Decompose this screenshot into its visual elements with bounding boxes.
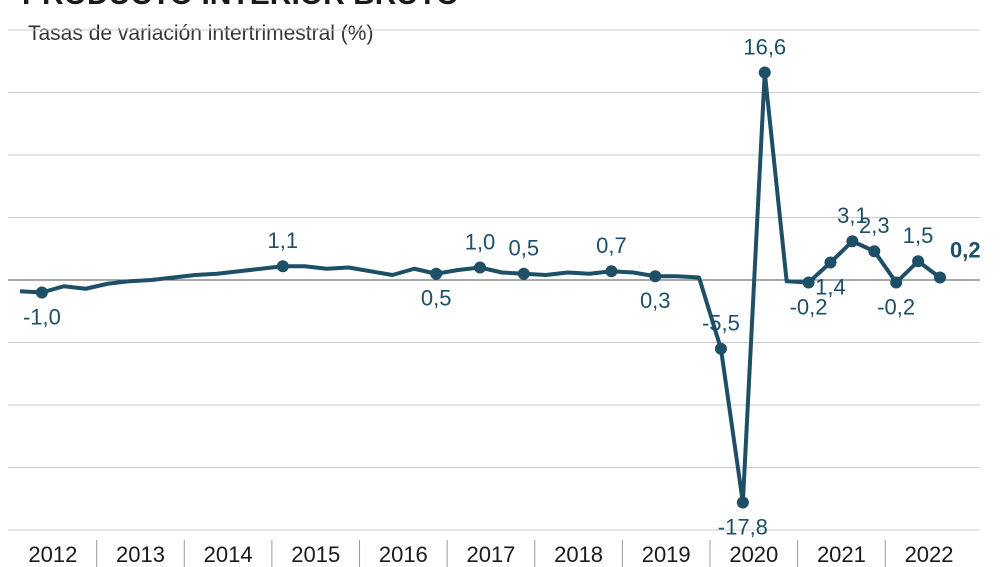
- line: [19, 70, 942, 505]
- x-tick-label: 2016: [379, 542, 428, 567]
- point: [517, 267, 530, 280]
- point: [846, 235, 859, 248]
- data-label: 0,5: [509, 236, 540, 261]
- point: [934, 271, 946, 284]
- x-tick-label: 2012: [28, 542, 77, 567]
- point: [276, 260, 289, 273]
- data-label: 0,5: [421, 286, 452, 311]
- data-label: -0,2: [877, 294, 915, 319]
- x-tick-label: 2021: [817, 542, 866, 567]
- x-tick-label: 2015: [291, 542, 340, 567]
- data-label: 1,1: [268, 228, 299, 253]
- data-label: 1,4: [815, 274, 846, 299]
- x-tick-label: 2013: [116, 542, 165, 567]
- point: [890, 276, 903, 289]
- data-label: 0,3: [640, 288, 671, 313]
- point: [35, 286, 48, 299]
- x-tick-label: 2019: [642, 542, 691, 567]
- point: [824, 256, 837, 269]
- point: [605, 265, 618, 278]
- data-label: 2,3: [859, 213, 890, 238]
- data-label: -5,5: [702, 311, 740, 336]
- data-label: 0,7: [596, 233, 627, 258]
- point: [714, 342, 727, 355]
- x-tick-label: 2017: [466, 542, 515, 567]
- data-label: 0,2: [950, 237, 981, 262]
- chart-subtitle: Tasas de variación intertrimestral (%): [28, 22, 373, 45]
- point: [912, 255, 925, 268]
- data-label: -1,0: [23, 304, 61, 329]
- data-label: 1,0: [465, 229, 496, 254]
- x-tick-label: 2014: [204, 542, 253, 567]
- x-tick-label: 2018: [554, 542, 603, 567]
- point: [868, 245, 881, 258]
- point: [736, 496, 749, 509]
- point: [649, 270, 662, 283]
- x-tick-label: 2022: [905, 542, 954, 567]
- data-label: -0,2: [790, 294, 828, 319]
- point: [802, 276, 815, 289]
- data-label: 16,6: [743, 34, 786, 59]
- data-label: 3,1: [837, 203, 868, 228]
- data-label: -17,8: [718, 514, 768, 539]
- point: [758, 66, 771, 79]
- chart-title: PRODUCTO INTERIOR BRUTO: [22, 0, 459, 11]
- point: [430, 267, 443, 280]
- point: [474, 261, 486, 274]
- x-tick-label: 2020: [729, 542, 778, 567]
- data-label: 1,5: [903, 223, 934, 248]
